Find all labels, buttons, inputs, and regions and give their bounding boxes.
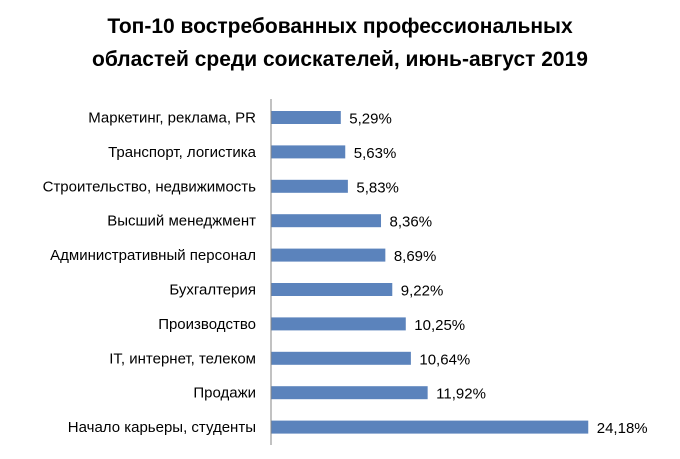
bar — [271, 214, 382, 228]
data-label: 10,25% — [414, 317, 465, 334]
data-label: 9,22% — [401, 283, 444, 300]
bar — [271, 317, 406, 331]
chart-title-line-1: Топ-10 востребованных профессиональных — [107, 15, 573, 38]
data-label: 10,64% — [419, 351, 470, 368]
bar — [271, 351, 411, 365]
category-label: Производство — [158, 316, 256, 333]
category-label: Административный персонал — [50, 247, 256, 264]
bar — [271, 386, 428, 400]
bar — [271, 283, 393, 296]
bar — [271, 420, 589, 434]
data-label: 11,92% — [436, 386, 486, 403]
data-label: 5,29% — [349, 111, 392, 128]
bar — [271, 145, 346, 159]
chart-title: Топ-10 востребованных профессиональных о… — [0, 10, 680, 76]
category-label: Начало карьеры, студенты — [68, 419, 256, 436]
category-label: Маркетинг, реклама, PR — [88, 110, 256, 127]
category-label: Бухгалтерия — [169, 282, 256, 299]
category-label: Транспорт, логистика — [108, 144, 257, 161]
data-label: 24,18% — [597, 420, 648, 437]
category-label: Строительство, недвижимость — [43, 178, 257, 195]
category-label: Высший менеджмент — [107, 213, 256, 230]
chart-title-line-2: областей среди соискателей, июнь-август … — [92, 48, 588, 71]
data-label: 5,83% — [356, 179, 399, 196]
bar — [271, 248, 386, 262]
category-label: IT, интернет, телеком — [109, 350, 256, 367]
data-label: 8,36% — [390, 214, 433, 231]
data-label: 5,63% — [354, 145, 397, 162]
category-label: Продажи — [193, 385, 256, 402]
data-label: 8,69% — [394, 248, 437, 265]
bar — [271, 111, 341, 124]
bar — [271, 179, 348, 193]
